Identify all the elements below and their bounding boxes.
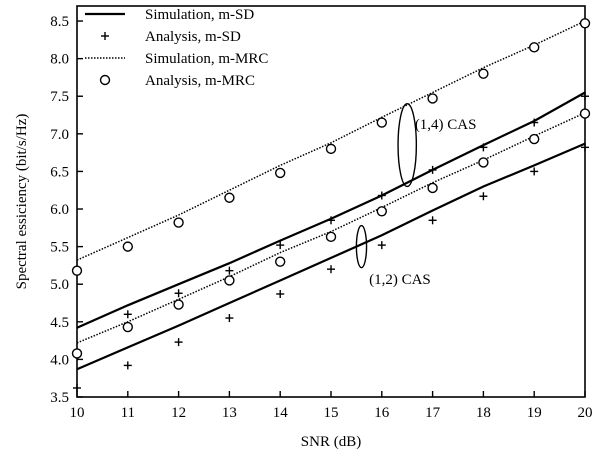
x-tick-label: 16 (374, 405, 390, 421)
legend-label-4: Analysis, m-MRC (145, 73, 255, 89)
annotation-label-1: (1,4) CAS (415, 117, 477, 133)
axes: 10 11 12 13 14 15 16 17 18 19 20 3.5 4.0 4.5 5.0 5.5 6.0… (14, 5, 593, 450)
circle-point (275, 256, 286, 267)
x-tick-label: 10 (70, 405, 85, 421)
circle-point (579, 18, 591, 29)
circle-point (376, 117, 387, 128)
x-tick-label: 18 (476, 405, 491, 421)
x-tick-label: 15 (324, 405, 339, 421)
y-axis-title: Spectral essiciency (bit/s/Hz) (14, 114, 30, 290)
plus-point (479, 192, 488, 201)
legend-entry-1: Simulation, m-SD (85, 7, 254, 23)
series-3-line-1 (76, 20, 586, 261)
series-2 (73, 92, 589, 392)
plus-point (428, 165, 437, 174)
series-1 (76, 91, 586, 371)
circle-point (275, 167, 286, 179)
y-tick-label: 7.5 (50, 89, 69, 105)
circle-point (173, 299, 184, 310)
y-tick-label: 8.0 (50, 52, 69, 68)
x-tick-label: 17 (425, 405, 441, 421)
series-3 (76, 20, 586, 344)
x-tick-label: 13 (222, 405, 237, 421)
plus-point (530, 118, 539, 127)
plus-point (377, 191, 386, 200)
legend-sample-plus (101, 32, 109, 40)
plus-point (327, 265, 335, 274)
plus-point (225, 266, 234, 275)
plus-point (73, 383, 81, 392)
circle-point (478, 68, 489, 79)
circle-point (122, 241, 134, 252)
plus-point (276, 241, 285, 250)
x-tick-label: 11 (121, 405, 135, 421)
series-1-line-1 (76, 91, 586, 329)
circle-point (579, 108, 591, 119)
legend-entry-2: Analysis, m-SD (101, 29, 241, 45)
circle-point (529, 42, 540, 53)
legend-label-1: Simulation, m-SD (145, 7, 254, 23)
y-tick-label: 6.0 (50, 202, 69, 218)
plus-point (581, 92, 589, 101)
y-tick-label: 4.5 (50, 315, 69, 331)
x-tick-label: 19 (527, 405, 542, 421)
y-tick-label: 3.5 (50, 390, 69, 406)
plus-point (530, 167, 539, 176)
x-axis-title: SNR (dB) (301, 434, 361, 450)
series-3-line-2 (76, 112, 586, 344)
plus-point (225, 314, 234, 323)
legend-label-2: Analysis, m-SD (145, 29, 241, 45)
circle-point (427, 182, 438, 194)
plus-point (123, 361, 132, 370)
legend-entry-4: Analysis, m-MRC (99, 73, 255, 89)
y-tick-label: 8.5 (50, 14, 69, 30)
y-tick-label: 6.5 (50, 164, 69, 180)
x-tick-label: 12 (171, 405, 186, 421)
x-tick-label: 14 (273, 405, 289, 421)
series-4 (71, 18, 591, 359)
legend-label-3: Simulation, m-MRC (145, 51, 268, 67)
y-tick-label: 5.5 (50, 240, 69, 256)
series-1-line-2 (76, 142, 586, 371)
plot-series (71, 18, 591, 392)
legend-sample-circle (99, 74, 111, 86)
plus-point (174, 338, 183, 347)
plus-point (123, 310, 132, 319)
circle-point (529, 133, 540, 145)
plus-point (377, 241, 386, 250)
circle-point (71, 265, 83, 276)
y-tick-label: 7.0 (50, 127, 69, 143)
plus-point (479, 143, 488, 152)
annotation-ellipse-2 (355, 224, 368, 269)
circle-point (325, 231, 337, 243)
circle-point (173, 217, 184, 228)
annotation-label-2: (1,2) CAS (369, 272, 431, 288)
x-tick-label: 20 (578, 405, 593, 421)
annotation-ellipse-1 (397, 103, 418, 188)
legend: Simulation, m-SD Analysis, m-SD Simulation… (85, 7, 268, 89)
circle-point (325, 143, 337, 155)
circle-point (376, 206, 387, 217)
plus-point (174, 289, 183, 298)
legend-entry-3: Simulation, m-MRC (85, 51, 268, 67)
y-tick-label: 5.0 (50, 277, 69, 293)
plus-point (581, 143, 589, 152)
plus-point (276, 289, 285, 298)
circle-point (478, 157, 489, 168)
plus-point (428, 216, 437, 225)
circle-point (224, 275, 235, 286)
circle-point (224, 192, 235, 203)
circle-point (427, 93, 438, 104)
y-tick-label: 4.0 (50, 352, 69, 368)
annotations: (1,4) CAS (1,2) CAS (355, 103, 477, 288)
circle-point (122, 321, 134, 333)
plus-point (327, 216, 335, 225)
circle-point (71, 348, 83, 359)
